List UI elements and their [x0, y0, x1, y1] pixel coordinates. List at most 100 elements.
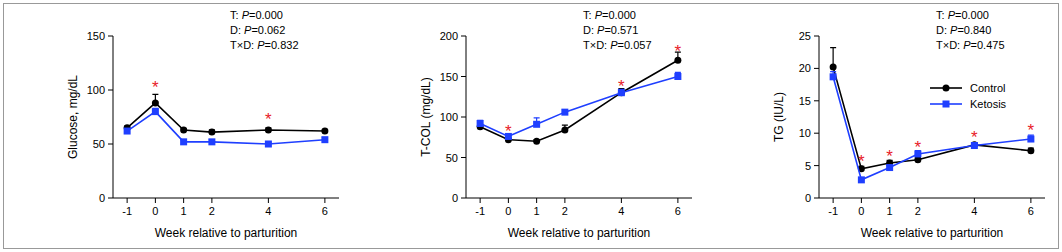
- legend: ControlKetosis: [930, 82, 1007, 110]
- series-line: [833, 77, 1031, 180]
- y-tick-label: 150: [440, 71, 458, 83]
- annotation: T: P=0.000: [936, 9, 989, 21]
- y-tick: [108, 198, 113, 199]
- x-tick: [861, 198, 862, 203]
- point: [321, 128, 328, 135]
- series-line: [127, 112, 325, 144]
- y-tick-label: 25: [799, 30, 811, 42]
- significance-star: *: [675, 42, 682, 61]
- y-tick-label: 100: [87, 84, 105, 96]
- y-axis-label: TG (IU/L): [772, 92, 786, 142]
- x-tick-label: 2: [209, 205, 215, 217]
- y-tick-label: 15: [799, 95, 811, 107]
- y-tick: [814, 198, 819, 199]
- point: [180, 126, 187, 133]
- x-tick: [268, 198, 269, 203]
- significance-star: *: [858, 152, 865, 171]
- x-axis-label: Week relative to parturition: [155, 226, 298, 240]
- series-line: [480, 60, 678, 141]
- point: [830, 73, 837, 80]
- annotation: T: P=0.000: [583, 9, 636, 21]
- x-axis-label: Week relative to parturition: [861, 226, 1004, 240]
- annotation: T×D: P=0.057: [583, 39, 652, 51]
- x-tick: [1030, 198, 1031, 203]
- x-tick-label: 6: [1028, 205, 1034, 217]
- point: [674, 73, 681, 80]
- legend-marker: [943, 101, 950, 108]
- x-tick: [974, 198, 975, 203]
- x-tick-label: 1: [534, 205, 540, 217]
- data: [124, 94, 329, 147]
- y-tick: [814, 165, 819, 166]
- panel: 050100150-101246Week relative to parturi…: [66, 9, 339, 240]
- y-tick-label: 0: [805, 192, 811, 204]
- annotation: D: P=0.062: [230, 24, 285, 36]
- point: [477, 120, 484, 127]
- legend-marker: [943, 85, 950, 92]
- x-tick: [833, 198, 834, 203]
- y-tick: [461, 117, 466, 118]
- y-tick: [814, 68, 819, 69]
- legend-label: Ketosis: [970, 98, 1007, 110]
- x-tick: [621, 198, 622, 203]
- x-tick-label: 6: [675, 205, 681, 217]
- x-tick-label: 2: [562, 205, 568, 217]
- point: [561, 109, 568, 116]
- point: [208, 138, 215, 145]
- y-axis: [113, 36, 114, 198]
- annotation: T×D: P=0.475: [936, 39, 1005, 51]
- data: [830, 48, 1035, 184]
- x-tick: [564, 198, 565, 203]
- x-axis: [466, 198, 692, 199]
- y-tick: [108, 90, 113, 91]
- significance-star: *: [1028, 121, 1035, 140]
- y-tick: [814, 100, 819, 101]
- significance-star: *: [265, 110, 272, 129]
- y-tick-label: 0: [99, 192, 105, 204]
- x-axis: [819, 198, 1045, 199]
- point: [830, 64, 837, 71]
- point: [1027, 147, 1034, 154]
- y-tick-label: 150: [87, 30, 105, 42]
- y-tick-label: 200: [440, 30, 458, 42]
- y-tick-label: 20: [799, 62, 811, 74]
- point: [152, 99, 159, 106]
- y-tick-label: 50: [93, 138, 105, 150]
- y-axis-label: T-COL (mg/dL): [419, 77, 433, 157]
- frame: [4, 4, 1059, 249]
- x-tick: [677, 198, 678, 203]
- y-tick-label: 10: [799, 127, 811, 139]
- annotation: D: P=0.571: [583, 24, 638, 36]
- y-axis: [819, 36, 820, 198]
- significance-star: *: [971, 128, 978, 147]
- significance-star: *: [915, 138, 922, 157]
- data: [477, 52, 682, 145]
- significance-star: *: [618, 77, 625, 96]
- x-tick-label: -1: [828, 205, 838, 217]
- y-tick-label: 5: [805, 160, 811, 172]
- x-axis-label: Week relative to parturition: [508, 226, 651, 240]
- x-tick: [480, 198, 481, 203]
- point: [533, 138, 540, 145]
- point: [321, 136, 328, 143]
- x-tick: [127, 198, 128, 203]
- x-tick-label: 2: [915, 205, 921, 217]
- x-tick-label: 4: [265, 205, 271, 217]
- panel: 050100150200-101246Week relative to part…: [419, 9, 692, 240]
- point: [180, 138, 187, 145]
- significance-star: *: [505, 122, 512, 141]
- x-tick-label: 0: [152, 205, 158, 217]
- x-tick: [155, 198, 156, 203]
- x-tick: [324, 198, 325, 203]
- point: [265, 141, 272, 148]
- x-tick: [211, 198, 212, 203]
- point: [124, 128, 131, 135]
- y-tick: [461, 157, 466, 158]
- panel: 0510152025-101246Week relative to partur…: [772, 9, 1045, 240]
- x-tick: [917, 198, 918, 203]
- significance-star: *: [886, 147, 893, 166]
- annotation: D: P=0.840: [936, 24, 991, 36]
- x-tick: [536, 198, 537, 203]
- y-tick: [108, 144, 113, 145]
- point: [152, 108, 159, 115]
